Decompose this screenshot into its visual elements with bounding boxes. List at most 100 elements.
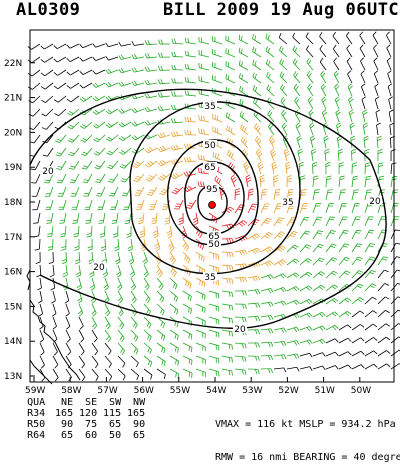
contour-label: 20 [93, 263, 105, 273]
wind-barb [274, 274, 286, 279]
wind-barb [105, 356, 111, 368]
wind-barb [196, 343, 205, 351]
wind-barb [40, 343, 44, 355]
wind-barb [365, 217, 374, 226]
wind-barb [326, 176, 332, 187]
wind-barb [209, 369, 219, 376]
wind-barb [97, 200, 105, 210]
wind-barb [80, 96, 92, 102]
wind-barb [350, 123, 355, 135]
wind-barb [300, 286, 312, 291]
wind-barb [391, 323, 400, 330]
wind-barb [131, 317, 137, 329]
wind-barb [158, 174, 170, 180]
wind-barb [185, 90, 196, 96]
wind-barb [132, 108, 144, 113]
wind-barb [339, 217, 348, 226]
wind-barb [63, 265, 68, 277]
wind-barb [339, 365, 351, 369]
contour-label: 95 [206, 185, 217, 195]
wind-barb [136, 200, 144, 209]
wind-barb [209, 252, 219, 260]
wind-barb [145, 53, 157, 58]
wind-barb [308, 97, 313, 109]
wind-barb [324, 136, 329, 148]
wind-barb [260, 175, 265, 187]
wind-barb [266, 72, 274, 83]
wind-barb [119, 68, 131, 73]
wind-barb [378, 364, 390, 369]
wind-barb [92, 369, 98, 381]
wind-barb [174, 200, 183, 209]
wind-barb [365, 324, 377, 330]
wind-barb [170, 343, 179, 353]
wind-barb [115, 252, 120, 264]
wind-barb [261, 218, 272, 226]
wind-barb [213, 126, 222, 135]
wind-barb [106, 56, 118, 60]
wind-barb [337, 136, 342, 148]
wind-barb [183, 239, 189, 251]
wind-barb [339, 311, 351, 317]
wind-barb [222, 304, 233, 310]
wind-barb [269, 136, 275, 148]
wind-barb [335, 97, 340, 109]
wind-barb [287, 273, 299, 278]
wind-barb [65, 291, 69, 303]
wind-barb [158, 146, 170, 152]
wind-barb [209, 291, 219, 299]
wind-barb [287, 327, 299, 332]
wind-barb [326, 203, 334, 213]
wind-barb [157, 265, 163, 277]
wind-barb [158, 93, 170, 98]
longitude-label: 51W [315, 386, 335, 396]
table-cell: 165 [49, 408, 73, 419]
wind-barb [377, 123, 381, 135]
wind-barb [131, 330, 138, 342]
wind-barb [310, 123, 315, 135]
latitude-label: 22N [4, 59, 22, 69]
wind-barb [119, 148, 131, 155]
wind-barb [185, 77, 196, 83]
wind-barb [365, 364, 377, 369]
wind-barb [284, 149, 289, 161]
wind-barb [93, 70, 105, 74]
wind-barb [134, 187, 144, 196]
wind-barb [118, 304, 123, 316]
wind-barb [261, 275, 273, 280]
wind-barb [239, 35, 248, 44]
wind-barb [274, 368, 286, 372]
wind-barb [90, 278, 95, 290]
wind-barb [240, 111, 248, 122]
wind-barb [352, 338, 364, 343]
wind-barb [158, 106, 170, 111]
wind-barb [185, 64, 196, 70]
wind-barb [287, 300, 299, 305]
wind-barb [185, 130, 196, 135]
wind-barb [144, 265, 149, 277]
wind-barb [170, 252, 176, 264]
wind-barb [54, 109, 66, 116]
coastline-path [30, 360, 52, 384]
wind-barb [306, 45, 313, 57]
wind-barb [300, 367, 312, 371]
contour-label: 35 [282, 198, 293, 208]
wind-barb [222, 291, 233, 297]
wind-barb [144, 330, 151, 341]
wind-barb [68, 135, 79, 142]
wind-barb [80, 44, 92, 48]
wind-barb [261, 302, 273, 307]
wind-barb [360, 32, 365, 44]
wind-barb [339, 298, 351, 304]
wind-barb [378, 324, 390, 330]
wind-barb [199, 50, 209, 57]
wind-barb [185, 38, 196, 44]
wind-barb [274, 175, 279, 187]
wind-barb [143, 252, 148, 264]
wind-barb [310, 136, 315, 148]
wind-barb [226, 112, 235, 122]
wind-barb [287, 286, 299, 291]
wind-barb [209, 213, 217, 223]
